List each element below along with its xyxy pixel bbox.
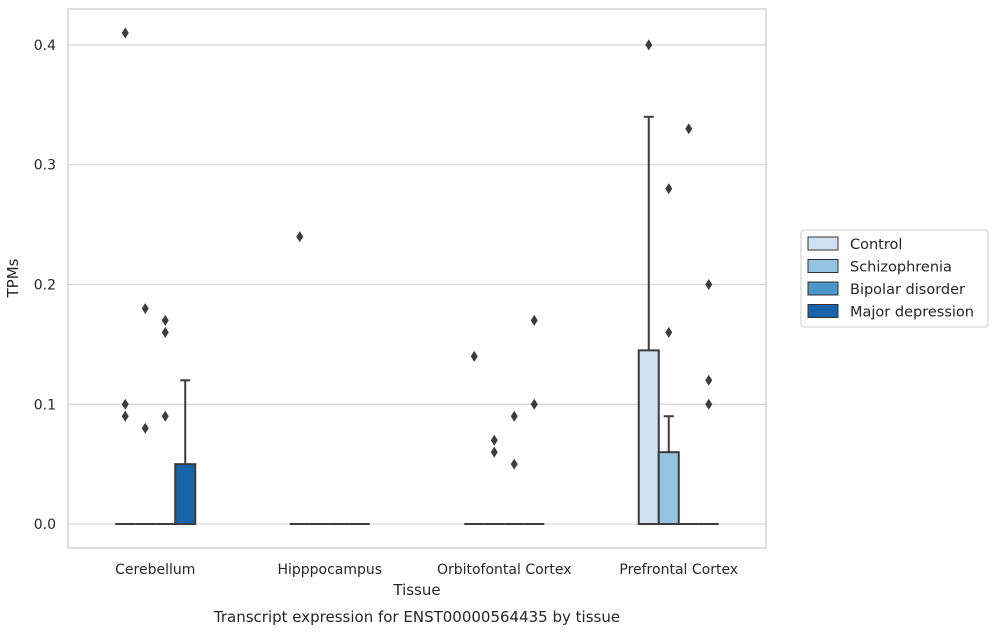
y-axis-label: TPMs xyxy=(4,258,22,298)
legend-label: Bipolar disorder xyxy=(850,282,965,298)
x-axis-label: Tissue xyxy=(392,581,440,599)
outlier-point xyxy=(121,410,129,422)
y-tick-labels: 0.0 0.1 0.2 0.3 0.4 xyxy=(34,38,56,533)
y-tick-label: 0.3 xyxy=(34,158,56,174)
y-tick-label: 0.0 xyxy=(34,517,56,533)
box xyxy=(174,463,197,526)
outlier-point xyxy=(705,398,713,410)
outlier-point xyxy=(141,422,149,434)
outlier-point xyxy=(665,183,673,195)
chart-title: Transcript expression for ENST0000056443… xyxy=(213,608,620,626)
x-tick-label: Orbitofontal Cortex xyxy=(437,562,572,578)
outlier-point xyxy=(705,278,713,290)
outlier-point xyxy=(470,350,478,362)
legend-swatch xyxy=(807,236,839,251)
outlier-point xyxy=(161,326,169,338)
outlier-point xyxy=(530,398,538,410)
outlier-point xyxy=(705,374,713,386)
outlier-point xyxy=(510,458,518,470)
box-plot-series xyxy=(115,27,719,526)
plot-frame xyxy=(67,8,767,549)
legend-swatch xyxy=(807,281,839,296)
x-tick-label: Hipppocampus xyxy=(277,562,382,578)
legend-label: Schizophrenia xyxy=(850,260,952,276)
outlier-point xyxy=(141,302,149,314)
x-tick-label: Prefrontal Cortex xyxy=(619,562,738,578)
outlier-point xyxy=(490,434,498,446)
outlier-point xyxy=(490,446,498,458)
outlier-point xyxy=(161,314,169,326)
legend-swatch xyxy=(807,304,839,318)
outlier-point xyxy=(121,27,129,39)
legend: Control Schizophrenia Bipolar disorder Majo… xyxy=(800,229,989,328)
outlier-point xyxy=(161,410,169,422)
outlier-point xyxy=(665,326,673,338)
legend-swatch xyxy=(807,259,839,273)
outlier-point xyxy=(121,398,129,410)
legend-frame xyxy=(800,229,989,328)
x-tick-labels: Cerebellum Hipppocampus Orbitofontal Corte… xyxy=(115,562,738,578)
outlier-point xyxy=(685,123,693,135)
x-tick-label: Cerebellum xyxy=(115,562,195,578)
outlier-point xyxy=(530,314,538,326)
legend-label: Major depression xyxy=(850,305,974,321)
legend-label: Control xyxy=(850,237,902,253)
outlier-point xyxy=(296,231,304,243)
box xyxy=(637,349,660,526)
y-tick-label: 0.1 xyxy=(34,397,56,413)
y-tick-label: 0.2 xyxy=(34,277,56,293)
outlier-point xyxy=(645,39,653,51)
outlier-point xyxy=(510,410,518,422)
y-tick-label: 0.4 xyxy=(34,38,56,54)
box xyxy=(657,451,680,526)
